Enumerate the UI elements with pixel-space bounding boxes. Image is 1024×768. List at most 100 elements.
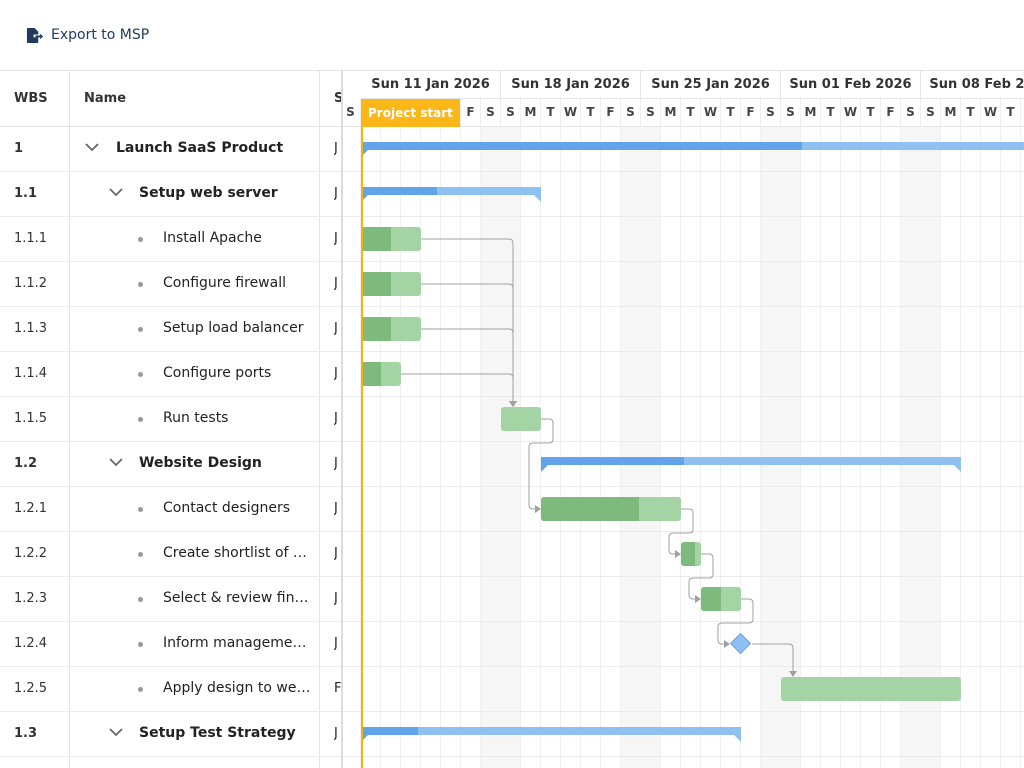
start-date-cell: J xyxy=(334,186,338,201)
task-bar[interactable] xyxy=(361,272,421,296)
bullet-icon xyxy=(138,372,143,377)
row-gridline xyxy=(343,351,1024,352)
row-gridline xyxy=(343,711,1024,712)
day-header: S xyxy=(761,99,781,127)
summary-cap-left xyxy=(361,150,368,157)
column-divider[interactable] xyxy=(319,71,320,768)
grid-row[interactable]: 1.1.2 Configure firewall J xyxy=(0,262,342,307)
column-header-name[interactable]: Name xyxy=(84,91,127,106)
grid-row[interactable]: 1.1 Setup web server J xyxy=(0,172,342,217)
dependency-line[interactable] xyxy=(421,238,514,401)
wbs-cell: 1.1 xyxy=(14,186,38,201)
task-bar[interactable] xyxy=(361,227,421,251)
dependency-line[interactable] xyxy=(421,328,514,401)
grid-row[interactable]: 1 Launch SaaS Product J xyxy=(0,127,342,172)
grid-row[interactable]: 1.3 Setup Test Strategy J xyxy=(0,712,342,757)
grid-row[interactable]: 1.1.1 Install Apache J xyxy=(0,217,342,262)
day-gridline xyxy=(980,127,981,768)
start-date-cell: J xyxy=(334,231,338,246)
task-name: Apply design to website xyxy=(163,680,312,696)
day-header: T xyxy=(721,99,741,127)
day-header: M xyxy=(661,99,681,127)
chevron-down-icon[interactable] xyxy=(84,139,100,155)
day-header: S xyxy=(501,99,521,127)
grid-row[interactable]: 1.1.5 Run tests J xyxy=(0,397,342,442)
panel-splitter[interactable] xyxy=(341,70,343,768)
day-gridline xyxy=(860,127,861,768)
day-header: S xyxy=(781,99,801,127)
day-gridline xyxy=(840,127,841,768)
task-bar[interactable] xyxy=(701,587,741,611)
dependency-arrow xyxy=(535,505,541,513)
summary-bar[interactable] xyxy=(361,187,541,202)
task-bar[interactable] xyxy=(501,407,541,431)
grid-row[interactable]: 1.2.2 Create shortlist of three designers… xyxy=(0,532,342,577)
task-bar[interactable] xyxy=(681,542,701,566)
summary-bar[interactable] xyxy=(361,142,1024,157)
task-bar[interactable] xyxy=(361,362,401,386)
day-gridline xyxy=(960,127,961,768)
grid-row[interactable]: 1.1.3 Setup load balancer J xyxy=(0,307,342,352)
day-gridline xyxy=(900,127,901,768)
summary-bar[interactable] xyxy=(361,727,741,742)
task-bar[interactable] xyxy=(781,677,961,701)
dependency-line[interactable] xyxy=(421,283,514,401)
task-progress xyxy=(541,497,639,521)
row-gridline xyxy=(343,306,1024,307)
grid-row[interactable]: 1.2.4 Inform management about decision J xyxy=(0,622,342,667)
row-gridline xyxy=(343,666,1024,667)
day-gridline xyxy=(420,127,421,768)
day-gridline xyxy=(800,127,801,768)
dependency-line[interactable] xyxy=(688,553,714,600)
wbs-cell: 1.2 xyxy=(14,456,38,471)
chevron-down-icon[interactable] xyxy=(108,724,124,740)
day-header: M xyxy=(521,99,541,127)
summary-cap-right xyxy=(954,465,961,472)
task-bar[interactable] xyxy=(361,317,421,341)
dependency-arrow xyxy=(695,595,701,603)
column-divider[interactable] xyxy=(69,71,70,768)
chevron-down-icon[interactable] xyxy=(108,184,124,200)
weekend-shade xyxy=(901,127,941,768)
week-header: Sun 08 Feb 2026 xyxy=(921,71,1024,99)
summary-bar[interactable] xyxy=(541,457,961,472)
task-name: Run tests xyxy=(163,410,229,426)
dependency-line[interactable] xyxy=(528,418,554,510)
wbs-cell: 1.2.1 xyxy=(14,501,48,516)
dependency-line[interactable] xyxy=(668,508,694,555)
grid-row[interactable]: 1.2.1 Contact designers J xyxy=(0,487,342,532)
day-gridline xyxy=(700,127,701,768)
wbs-cell: 1.2.2 xyxy=(14,546,48,561)
column-header-wbs[interactable]: WBS xyxy=(14,91,48,106)
row-gridline xyxy=(343,486,1024,487)
task-bar[interactable] xyxy=(541,497,681,521)
dependency-line[interactable] xyxy=(752,643,794,671)
gantt-chart: Sun 11 Jan 2026 Sun 18 Jan 2026 Sun 25 Jan… xyxy=(343,70,1024,768)
summary-cap-left xyxy=(541,465,548,472)
row-gridline xyxy=(343,171,1024,172)
task-name: Setup web server xyxy=(139,185,278,201)
dependency-line[interactable] xyxy=(401,373,514,401)
week-header: Sun 01 Feb 2026 xyxy=(781,71,921,99)
summary-cap-left xyxy=(361,735,368,742)
day-header: T xyxy=(681,99,701,127)
grid-row[interactable]: 1.1.4 Configure ports J xyxy=(0,352,342,397)
grid-row[interactable]: 1.2.3 Select & review final design J xyxy=(0,577,342,622)
day-gridline xyxy=(380,127,381,768)
column-header-start[interactable]: S xyxy=(334,91,342,106)
task-name: Launch SaaS Product xyxy=(116,140,284,156)
day-header: S xyxy=(621,99,641,127)
day-header: S xyxy=(921,99,941,127)
day-header: F xyxy=(741,99,761,127)
grid-row[interactable]: 1.2.5 Apply design to website F xyxy=(0,667,342,712)
row-gridline xyxy=(343,621,1024,622)
chevron-down-icon[interactable] xyxy=(108,454,124,470)
grid-header: WBS Name S xyxy=(0,71,342,127)
day-header: F xyxy=(461,99,481,127)
day-gridline xyxy=(440,127,441,768)
export-to-msp-button[interactable]: Export to MSP xyxy=(26,24,149,46)
dependency-line[interactable] xyxy=(717,598,754,645)
start-date-cell: J xyxy=(334,366,338,381)
dependency-lines xyxy=(401,238,797,677)
grid-row[interactable]: 1.2 Website Design J xyxy=(0,442,342,487)
